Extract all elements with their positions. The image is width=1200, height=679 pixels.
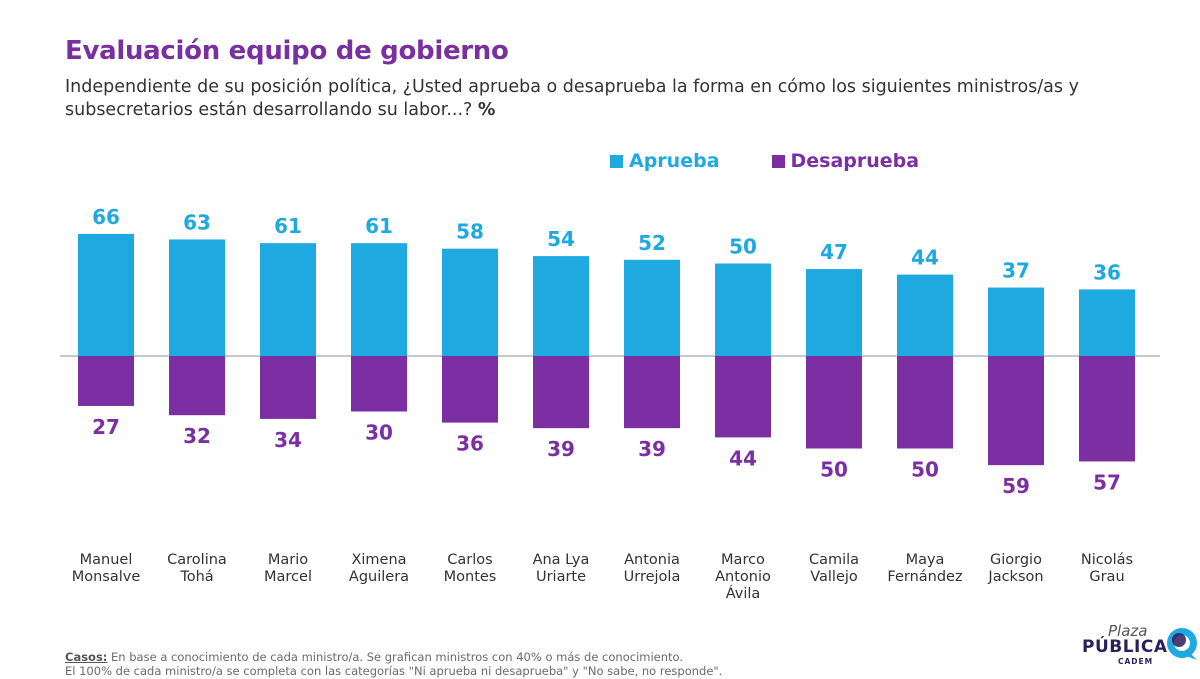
category-label: Monsalve: [72, 569, 141, 585]
data-label-desaprueba: 57: [1093, 470, 1121, 494]
category-label: Antonio: [715, 569, 771, 585]
category-label: Maya: [906, 552, 945, 568]
data-label-aprueba: 44: [911, 246, 939, 270]
bar-aprueba: [624, 259, 680, 356]
bar-aprueba: [351, 243, 407, 356]
data-label-desaprueba: 27: [92, 415, 120, 439]
category-label: Marco: [721, 552, 765, 568]
category-label: Ximena: [351, 552, 406, 568]
category-label: Jackson: [987, 569, 1043, 585]
category-label: Marcel: [264, 569, 312, 585]
category-label: Vallejo: [810, 569, 858, 585]
bar-desaprueba: [897, 356, 953, 449]
category-label: Carlos: [447, 552, 492, 568]
bar-desaprueba: [624, 356, 680, 429]
data-label-desaprueba: 30: [365, 421, 393, 445]
chart-subtitle: Independiente de su posición política, ¿…: [65, 76, 1155, 122]
speech-bubble-icon: [1167, 628, 1197, 660]
bar-desaprueba: [988, 356, 1044, 466]
legend-label-desaprueba: Desaprueba: [790, 150, 920, 172]
bar-aprueba: [533, 256, 589, 356]
bar-desaprueba: [78, 356, 134, 406]
legend-item-aprueba: Aprueba: [610, 150, 720, 172]
category-label: Montes: [444, 569, 497, 585]
category-label: Ávila: [726, 585, 761, 602]
data-label-desaprueba: 36: [456, 432, 484, 456]
data-label-desaprueba: 32: [183, 424, 211, 448]
logo-cadem-text: CADEM: [1118, 657, 1154, 666]
data-label-aprueba: 54: [547, 227, 575, 251]
footer-note: Casos: En base a conocimiento de cada mi…: [65, 650, 965, 678]
data-label-aprueba: 50: [729, 235, 757, 259]
bar-aprueba: [442, 248, 498, 356]
data-label-aprueba: 58: [456, 220, 484, 244]
data-label-desaprueba: 50: [911, 458, 939, 482]
data-label-desaprueba: 44: [729, 446, 757, 470]
subtitle-text: Independiente de su posición política, ¿…: [65, 77, 1079, 120]
data-label-aprueba: 52: [638, 231, 666, 255]
legend-item-desaprueba: Desaprueba: [771, 150, 920, 172]
category-label: Carolina: [167, 552, 227, 568]
bar-aprueba: [988, 287, 1044, 356]
data-label-aprueba: 47: [820, 240, 848, 264]
subtitle-unit: %: [477, 100, 496, 120]
bar-aprueba: [1079, 289, 1135, 356]
bar-desaprueba: [260, 356, 316, 419]
category-label: Giorgio: [990, 552, 1042, 568]
bar-desaprueba: [169, 356, 225, 416]
bar-aprueba: [78, 233, 134, 356]
category-label: Nicolás: [1081, 552, 1133, 568]
footer-line-1: En base a conocimiento de cada ministro/…: [107, 650, 684, 664]
legend-label-aprueba: Aprueba: [629, 150, 720, 172]
bar-desaprueba: [533, 356, 589, 429]
footer-line-2: El 100% de cada ministro/a se completa c…: [65, 664, 723, 678]
bar-desaprueba: [351, 356, 407, 412]
bar-aprueba: [715, 263, 771, 356]
category-label: Aguilera: [349, 569, 409, 585]
category-label: Ana Lya: [533, 552, 590, 568]
data-label-desaprueba: 50: [820, 458, 848, 482]
data-label-aprueba: 61: [274, 214, 302, 238]
data-label-aprueba: 61: [365, 214, 393, 238]
category-label: Antonia: [624, 552, 680, 568]
bar-desaprueba: [806, 356, 862, 449]
data-label-desaprueba: 34: [274, 428, 302, 452]
logo-plaza-text: Plaza: [1108, 622, 1148, 640]
chart-title: Evaluación equipo de gobierno: [65, 36, 509, 66]
data-label-aprueba: 36: [1093, 260, 1121, 284]
plaza-publica-logo: Plaza PÚBLICA CADEM: [1078, 622, 1198, 672]
category-label: Tohá: [179, 569, 213, 585]
category-label: Urrejola: [624, 569, 681, 585]
category-label: Fernández: [887, 569, 962, 585]
data-label-desaprueba: 59: [1002, 474, 1030, 498]
bar-desaprueba: [442, 356, 498, 423]
category-label: Uriarte: [536, 569, 586, 585]
legend-swatch-desaprueba: [771, 154, 785, 168]
data-label-desaprueba: 39: [638, 437, 666, 461]
bar-aprueba: [806, 269, 862, 356]
bar-aprueba: [260, 243, 316, 356]
category-label: Camila: [809, 552, 859, 568]
logo-publica-text: PÚBLICA: [1082, 637, 1168, 657]
legend-swatch-aprueba: [610, 154, 623, 168]
bar-aprueba: [169, 239, 225, 356]
data-label-aprueba: 37: [1002, 259, 1030, 283]
chart-legend: Aprueba Desaprueba: [610, 150, 971, 172]
data-label-aprueba: 63: [183, 210, 211, 234]
data-label-aprueba: 66: [92, 205, 120, 229]
bar-desaprueba: [715, 356, 771, 438]
category-label: Mario: [268, 552, 308, 568]
bar-desaprueba: [1079, 356, 1135, 462]
category-label: Grau: [1089, 569, 1124, 585]
bar-aprueba: [897, 274, 953, 356]
category-label: Manuel: [80, 552, 133, 568]
footer-casos-label: Casos:: [65, 650, 108, 664]
data-label-desaprueba: 39: [547, 437, 575, 461]
